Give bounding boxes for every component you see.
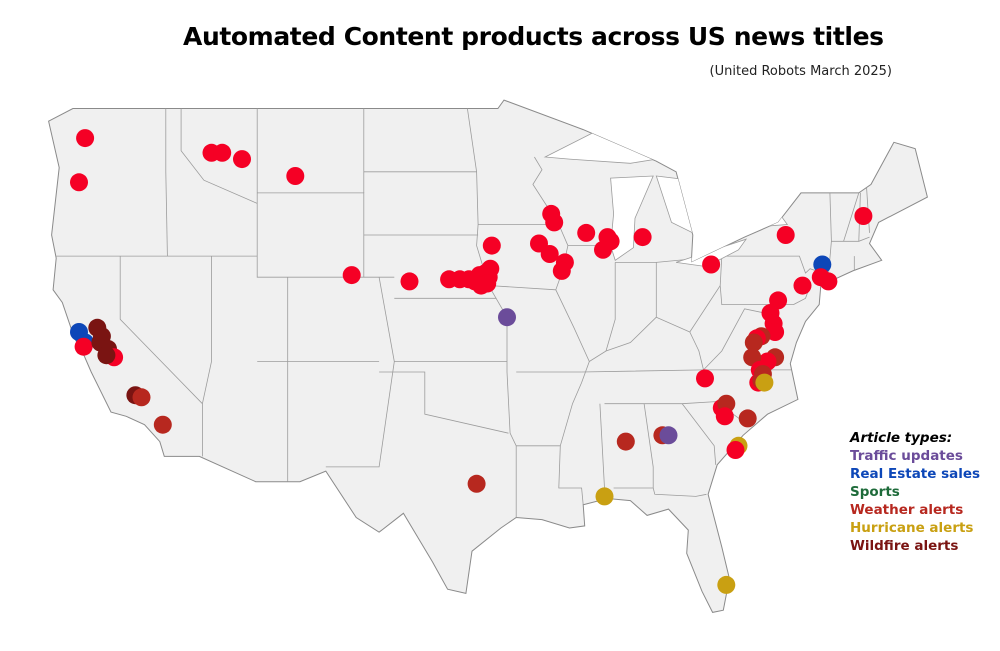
state-border [703,308,765,371]
state-border [165,108,168,257]
state-border [490,285,556,291]
location-marker-default [819,272,838,291]
state-border [613,403,654,489]
location-marker-default [481,259,500,278]
location-marker-default [633,228,652,247]
location-marker-hurricane [755,373,774,392]
state-border [379,371,509,434]
us-outline [48,99,928,613]
state-border [467,108,517,518]
location-marker-default [213,143,232,162]
location-marker-weather [744,333,763,352]
state-border [721,255,829,276]
location-marker-default [545,213,564,232]
legend-item-traffic-updates: Traffic updates [850,448,963,464]
legend: Article types: Traffic updates Real Esta… [850,429,980,555]
location-marker-traffic [498,308,516,327]
location-marker-hurricane [595,487,614,506]
great-lake [610,175,654,261]
location-marker-default [702,255,721,274]
location-marker-default [482,236,501,255]
state-border [689,331,704,370]
location-marker-default [233,150,251,169]
legend-item-sports: Sports [850,484,900,500]
location-marker-default [286,167,305,185]
us-states-layer [48,99,928,613]
location-marker-default [776,226,795,244]
location-marker-default [726,441,745,459]
location-marker-default [696,369,714,388]
location-marker-default [70,173,88,192]
legend-item-weather-alerts: Weather alerts [850,502,964,518]
location-marker-default [472,276,491,295]
state-border [652,487,707,497]
legend-item-wildfire-alerts: Wildfire alerts [850,538,959,554]
location-marker-wildfire [97,346,116,365]
location-marker-weather [153,415,172,434]
location-marker-default [76,129,95,148]
location-marker-default [400,272,419,291]
location-marker-weather [616,432,635,451]
legend-heading: Article types: [850,430,953,446]
state-border [202,256,212,457]
location-marker-default [74,337,93,356]
location-marker-default [552,261,571,280]
state-border [681,403,717,465]
map-title: Automated Content products across US new… [183,22,884,51]
location-marker-default [854,207,873,225]
location-marker-weather [132,388,151,407]
map-subtitle: (United Robots March 2025) [709,64,892,79]
location-marker-traffic [659,426,678,445]
location-marker-default [342,266,361,285]
legend-item-hurricane-alerts: Hurricane alerts [850,520,974,536]
location-marker-default [540,245,559,263]
location-markers-layer [70,129,873,594]
location-marker-hurricane [717,575,736,594]
state-border [532,156,560,225]
state-border [325,277,395,468]
location-marker-weather [738,409,757,428]
legend-item-real-estate-sales: Real Estate sales [850,466,981,482]
state-border [605,262,616,352]
state-border [180,108,258,204]
state-border [119,256,203,404]
location-marker-weather [467,474,486,493]
location-marker-default [766,323,785,341]
location-marker-default [793,276,812,295]
state-border [589,316,657,362]
location-marker-default [594,240,612,259]
state-border [843,192,860,242]
location-marker-default [577,223,596,242]
location-marker-default [715,407,734,426]
